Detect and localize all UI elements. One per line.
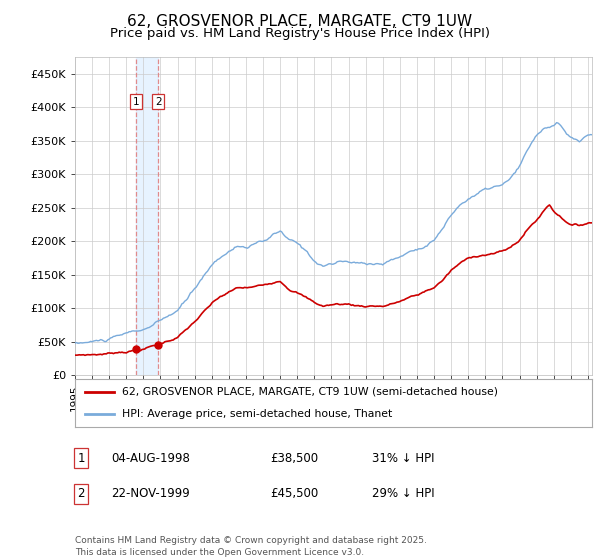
- Text: 1: 1: [133, 97, 140, 106]
- Text: £38,500: £38,500: [270, 451, 318, 465]
- Text: 31% ↓ HPI: 31% ↓ HPI: [372, 451, 434, 465]
- Text: 62, GROSVENOR PLACE, MARGATE, CT9 1UW: 62, GROSVENOR PLACE, MARGATE, CT9 1UW: [127, 14, 473, 29]
- Text: 2: 2: [77, 487, 85, 501]
- Text: HPI: Average price, semi-detached house, Thanet: HPI: Average price, semi-detached house,…: [122, 409, 392, 419]
- Text: 29% ↓ HPI: 29% ↓ HPI: [372, 487, 434, 501]
- Text: 2: 2: [155, 97, 161, 106]
- Bar: [136, 57, 158, 375]
- Text: £45,500: £45,500: [270, 487, 318, 501]
- Text: Contains HM Land Registry data © Crown copyright and database right 2025.
This d: Contains HM Land Registry data © Crown c…: [75, 536, 427, 557]
- Text: 1: 1: [77, 451, 85, 465]
- Text: 04-AUG-1998: 04-AUG-1998: [111, 451, 190, 465]
- Text: 22-NOV-1999: 22-NOV-1999: [111, 487, 190, 501]
- Text: 62, GROSVENOR PLACE, MARGATE, CT9 1UW (semi-detached house): 62, GROSVENOR PLACE, MARGATE, CT9 1UW (s…: [122, 387, 497, 397]
- Text: Price paid vs. HM Land Registry's House Price Index (HPI): Price paid vs. HM Land Registry's House …: [110, 27, 490, 40]
